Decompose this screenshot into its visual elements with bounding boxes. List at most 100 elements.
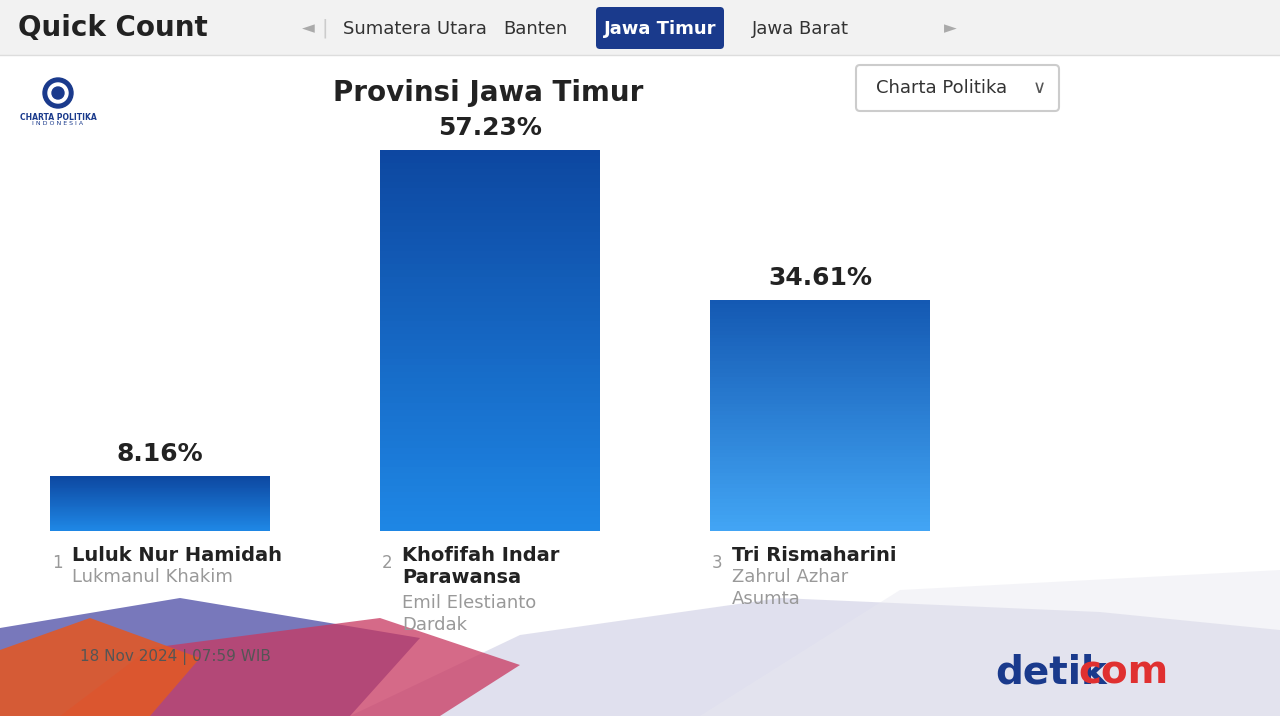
Polygon shape: [60, 618, 520, 716]
Bar: [710, 442, 931, 446]
Bar: [50, 516, 270, 517]
Text: Jawa Barat: Jawa Barat: [751, 20, 849, 38]
Bar: [710, 526, 931, 531]
Bar: [50, 481, 270, 483]
Bar: [50, 493, 270, 494]
Bar: [710, 488, 931, 492]
Bar: [380, 448, 600, 455]
Bar: [380, 416, 600, 423]
Text: Luluk Nur Hamidah: Luluk Nur Hamidah: [72, 546, 282, 565]
Bar: [710, 515, 931, 519]
Bar: [50, 477, 270, 478]
FancyBboxPatch shape: [856, 65, 1059, 111]
Bar: [380, 169, 600, 176]
Bar: [380, 410, 600, 417]
Bar: [50, 488, 270, 489]
Bar: [380, 403, 600, 410]
Bar: [380, 492, 600, 499]
Text: 34.61%: 34.61%: [768, 266, 872, 290]
Bar: [50, 522, 270, 523]
Bar: [710, 450, 931, 454]
Text: Dardak: Dardak: [402, 616, 467, 634]
Bar: [710, 415, 931, 420]
Bar: [380, 397, 600, 404]
Bar: [380, 258, 600, 264]
Bar: [50, 506, 270, 508]
Bar: [50, 478, 270, 480]
Bar: [50, 510, 270, 511]
Bar: [380, 429, 600, 435]
Text: ►: ►: [943, 19, 956, 37]
Bar: [710, 388, 931, 392]
Bar: [380, 518, 600, 524]
Bar: [380, 391, 600, 397]
Bar: [710, 430, 931, 435]
Bar: [710, 465, 931, 469]
Text: 1: 1: [52, 554, 63, 572]
Text: 57.23%: 57.23%: [438, 116, 541, 140]
Text: ◄: ◄: [302, 19, 315, 37]
Bar: [380, 251, 600, 258]
Bar: [710, 434, 931, 439]
Bar: [710, 331, 931, 335]
Bar: [380, 523, 600, 531]
Text: ∨: ∨: [1033, 79, 1046, 97]
Bar: [50, 504, 270, 505]
Bar: [50, 508, 270, 510]
Bar: [710, 480, 931, 485]
Bar: [710, 327, 931, 332]
Bar: [710, 518, 931, 523]
Bar: [380, 353, 600, 359]
Bar: [380, 220, 600, 226]
Bar: [710, 507, 931, 511]
Bar: [380, 378, 600, 384]
Bar: [380, 441, 600, 448]
Bar: [50, 512, 270, 513]
Bar: [710, 311, 931, 316]
Bar: [380, 289, 600, 296]
Bar: [50, 508, 270, 509]
Bar: [380, 232, 600, 239]
Bar: [50, 518, 270, 520]
Polygon shape: [700, 570, 1280, 716]
Bar: [380, 150, 600, 157]
Bar: [50, 502, 270, 503]
Bar: [710, 396, 931, 400]
Bar: [710, 362, 931, 366]
Bar: [50, 494, 270, 495]
Bar: [380, 314, 600, 321]
Bar: [380, 296, 600, 302]
Bar: [380, 182, 600, 188]
Bar: [50, 485, 270, 487]
Bar: [710, 446, 931, 450]
Text: 18 Nov 2024 | 07:59 WIB: 18 Nov 2024 | 07:59 WIB: [79, 649, 270, 665]
Text: Lukmanul Khakim: Lukmanul Khakim: [72, 568, 233, 586]
Bar: [710, 381, 931, 385]
Bar: [50, 509, 270, 511]
Bar: [710, 334, 931, 339]
Bar: [380, 485, 600, 493]
Bar: [50, 485, 270, 486]
Bar: [380, 207, 600, 214]
Bar: [710, 523, 931, 527]
Bar: [710, 369, 931, 374]
Text: Zahrul Azhar: Zahrul Azhar: [732, 568, 849, 586]
Bar: [50, 505, 270, 506]
Bar: [710, 427, 931, 431]
Bar: [50, 499, 270, 500]
Bar: [380, 226, 600, 233]
Bar: [380, 435, 600, 442]
Bar: [380, 163, 600, 170]
Text: Tri Rismaharini: Tri Rismaharini: [732, 546, 896, 565]
Bar: [710, 503, 931, 508]
Bar: [710, 473, 931, 477]
Text: 8.16%: 8.16%: [116, 442, 204, 466]
Bar: [710, 400, 931, 404]
Bar: [380, 321, 600, 328]
Bar: [380, 505, 600, 511]
Bar: [710, 384, 931, 389]
Bar: [710, 319, 931, 324]
Bar: [50, 482, 270, 483]
Bar: [380, 213, 600, 220]
Bar: [380, 309, 600, 315]
